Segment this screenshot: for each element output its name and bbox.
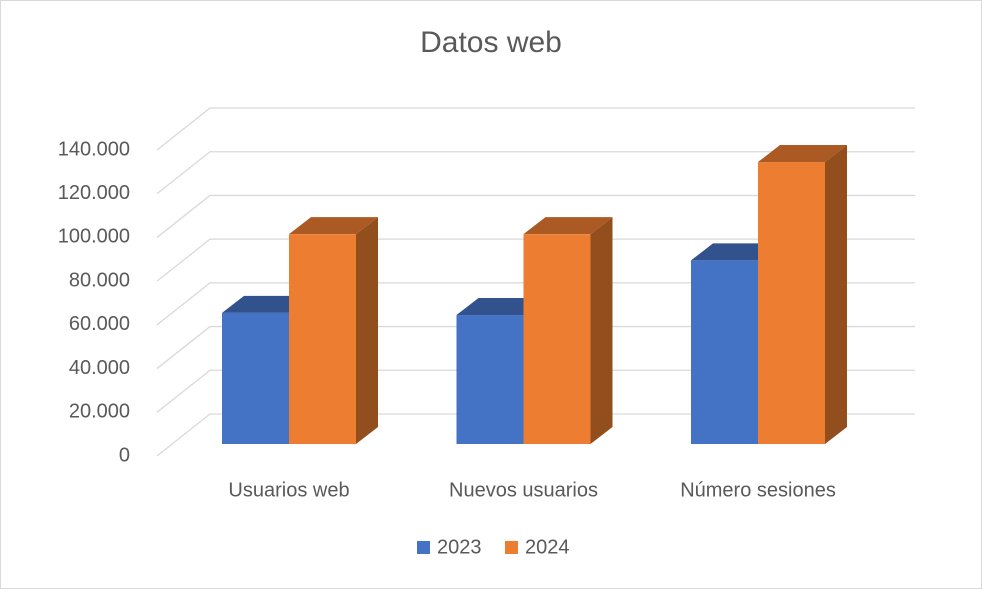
bar — [758, 162, 825, 445]
grid-line — [156, 413, 915, 457]
bar-side — [356, 217, 378, 444]
legend-swatch — [505, 541, 518, 554]
grid-line — [156, 282, 915, 326]
bar-side — [825, 145, 847, 445]
x-tick-label: Nuevos usuarios — [449, 479, 598, 501]
y-tick-label: 0 — [119, 444, 130, 466]
bar-side — [590, 217, 613, 444]
x-tick-label: Número sesiones — [680, 479, 836, 501]
y-tick-label: 20.000 — [69, 401, 130, 423]
bar — [289, 234, 356, 444]
grid-line — [156, 107, 915, 151]
bar-top — [523, 217, 613, 235]
grid-line — [156, 194, 915, 238]
legend-swatch — [417, 541, 430, 554]
grid-line — [156, 151, 915, 195]
legend-label: 2024 — [525, 536, 570, 558]
bar-top — [691, 243, 780, 261]
bar — [523, 234, 591, 444]
chart-title: Datos web — [420, 26, 562, 59]
x-tick-label: Usuarios web — [228, 479, 349, 501]
legend-label: 2023 — [437, 536, 482, 558]
grid-line — [156, 238, 915, 282]
y-tick-label: 40.000 — [69, 357, 130, 379]
y-tick-label: 80.000 — [69, 269, 130, 291]
y-tick-label: 60.000 — [69, 313, 130, 335]
y-tick-label: 100.000 — [58, 226, 130, 248]
y-tick-label: 140.000 — [58, 138, 130, 160]
bar-top — [222, 295, 311, 313]
bar-top — [456, 298, 546, 316]
y-tick-label: 120.000 — [58, 182, 130, 204]
bar — [691, 260, 758, 444]
bar-top — [289, 217, 378, 235]
bar — [222, 312, 289, 444]
grid-line — [156, 369, 915, 413]
grid-line — [156, 325, 915, 370]
bar-top — [758, 145, 847, 163]
bar — [456, 315, 524, 444]
